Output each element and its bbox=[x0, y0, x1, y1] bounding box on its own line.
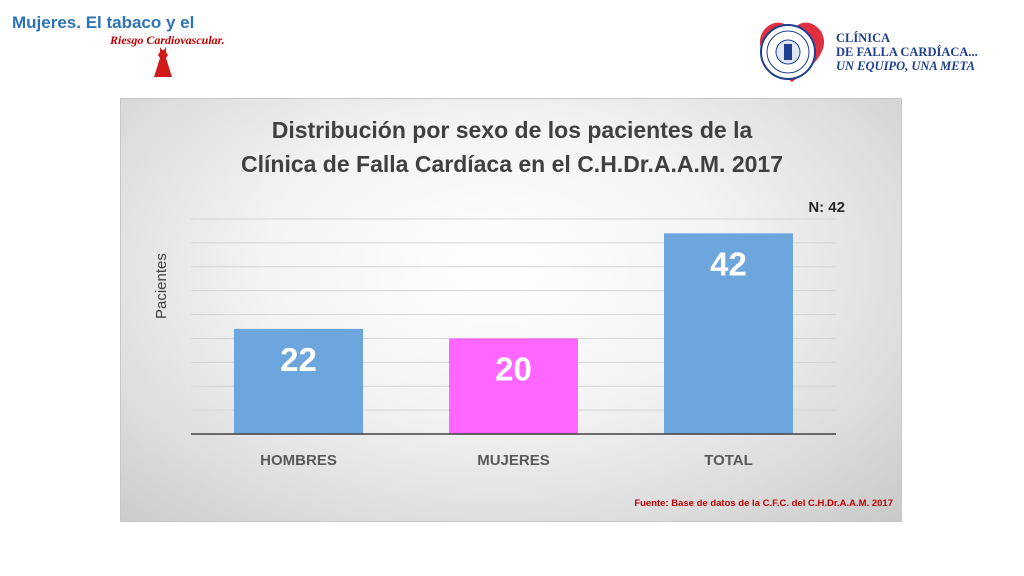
x-tick-label: TOTAL bbox=[704, 452, 753, 469]
bar-mujeres bbox=[449, 338, 578, 434]
x-tick-label: HOMBRES bbox=[260, 452, 337, 469]
source-note: Fuente: Base de datos de la C.F.C. del C… bbox=[634, 498, 893, 509]
x-tick-label: MUJERES bbox=[477, 452, 550, 469]
data-label: 20 bbox=[495, 350, 532, 387]
logo-line-1: CLÍNICA bbox=[836, 31, 891, 45]
bar-hombres bbox=[234, 328, 363, 434]
logo-line-2: DE FALLA CARDÍACA... bbox=[836, 45, 978, 59]
sample-size-label: N: 42 bbox=[808, 199, 845, 216]
clinic-logo-icon bbox=[759, 22, 825, 82]
logo-line-3: UN EQUIPO, UNA META bbox=[836, 59, 975, 73]
red-dress-icon bbox=[154, 47, 172, 77]
chart-panel: Distribución por sexo de los pacientes d… bbox=[120, 98, 902, 522]
clinic-logo-text: CLÍNICA DE FALLA CARDÍACA... UN EQUIPO, … bbox=[836, 31, 978, 73]
chart-title-line-2: Clínica de Falla Cardíaca en el C.H.Dr.A… bbox=[241, 151, 783, 177]
bar-total bbox=[664, 233, 793, 434]
bar-chart: 22 HOMBRES 20 MUJERES 42 TOTAL bbox=[191, 218, 836, 469]
data-label: 22 bbox=[280, 341, 317, 378]
deck-subtitle: Riesgo Cardiovascular. bbox=[110, 33, 225, 47]
chart-title: Distribución por sexo de los pacientes d… bbox=[121, 113, 903, 181]
data-label: 42 bbox=[710, 245, 747, 282]
deck-title: Mujeres. El tabaco y el bbox=[12, 13, 195, 32]
chart-title-line-1: Distribución por sexo de los pacientes d… bbox=[271, 117, 753, 143]
